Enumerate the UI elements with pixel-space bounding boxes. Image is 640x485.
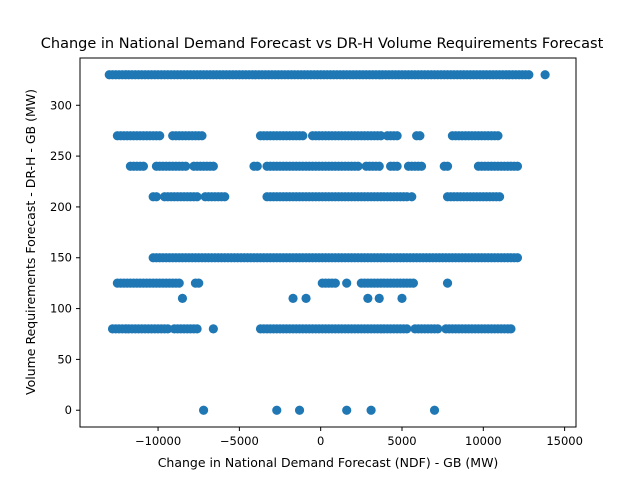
data-point bbox=[408, 278, 418, 288]
y-tick-label: 300 bbox=[50, 98, 72, 112]
x-tick-label: 5000 bbox=[387, 434, 416, 448]
data-point bbox=[429, 405, 440, 415]
data-point bbox=[197, 131, 207, 141]
x-axis-label: Change in National Demand Forecast (NDF)… bbox=[158, 455, 499, 470]
data-point bbox=[494, 192, 505, 202]
data-point bbox=[366, 405, 376, 415]
data-point bbox=[198, 405, 209, 415]
data-point bbox=[433, 324, 443, 334]
data-point bbox=[402, 324, 412, 334]
y-tick-label: 150 bbox=[50, 251, 72, 265]
data-point bbox=[392, 131, 402, 141]
data-point bbox=[493, 131, 503, 141]
data-point bbox=[192, 192, 202, 202]
data-point bbox=[512, 253, 523, 263]
data-point bbox=[330, 278, 340, 288]
data-point bbox=[376, 131, 386, 141]
y-tick-label: 0 bbox=[65, 403, 72, 417]
y-tick-label: 200 bbox=[50, 200, 72, 214]
data-point bbox=[252, 161, 262, 171]
data-point bbox=[151, 192, 162, 202]
plot-frame bbox=[79, 57, 577, 428]
data-point bbox=[392, 161, 402, 171]
data-point bbox=[294, 405, 305, 415]
data-point bbox=[442, 161, 453, 171]
data-point bbox=[524, 70, 534, 80]
y-ticks: 0 50 100 150 200 250 300 bbox=[50, 98, 80, 417]
x-tick-label: 0 bbox=[317, 434, 324, 448]
data-point bbox=[155, 131, 165, 141]
points-layer bbox=[104, 70, 550, 415]
y-tick-label: 50 bbox=[57, 352, 72, 366]
data-point bbox=[288, 293, 298, 304]
data-point bbox=[342, 405, 352, 415]
data-point bbox=[208, 161, 218, 171]
x-tick-label: 15000 bbox=[546, 434, 583, 448]
data-point bbox=[177, 293, 188, 304]
data-point bbox=[342, 278, 352, 288]
data-point bbox=[181, 161, 191, 171]
x-tick-label: −5000 bbox=[220, 434, 259, 448]
y-tick-label: 250 bbox=[50, 149, 72, 163]
data-point bbox=[407, 192, 417, 202]
data-point bbox=[374, 161, 384, 171]
data-point bbox=[208, 324, 218, 334]
data-point bbox=[163, 324, 173, 334]
x-tick-label: 10000 bbox=[465, 434, 502, 448]
data-point bbox=[301, 293, 311, 304]
x-ticks: −10000 −5000 0 5000 10000 15000 bbox=[135, 427, 583, 448]
data-point bbox=[512, 161, 523, 171]
data-point bbox=[194, 278, 204, 288]
data-point bbox=[506, 324, 516, 334]
x-tick-label: −10000 bbox=[135, 434, 181, 448]
chart-title: Change in National Demand Forecast vs DR… bbox=[41, 36, 604, 52]
data-point bbox=[298, 131, 308, 141]
data-point bbox=[363, 293, 373, 304]
data-point bbox=[192, 324, 202, 334]
y-tick-label: 100 bbox=[50, 302, 72, 316]
data-point bbox=[138, 161, 149, 171]
data-point bbox=[174, 278, 184, 288]
data-point bbox=[415, 131, 425, 141]
data-point bbox=[442, 278, 453, 288]
data-point bbox=[416, 161, 427, 171]
data-point bbox=[374, 293, 384, 304]
data-point bbox=[397, 293, 407, 304]
data-point bbox=[540, 70, 550, 80]
data-point bbox=[272, 405, 282, 415]
data-point bbox=[220, 192, 230, 202]
data-point bbox=[353, 161, 363, 171]
y-axis-label: Volume Requirements Forecast - DR-H - GB… bbox=[23, 89, 38, 395]
